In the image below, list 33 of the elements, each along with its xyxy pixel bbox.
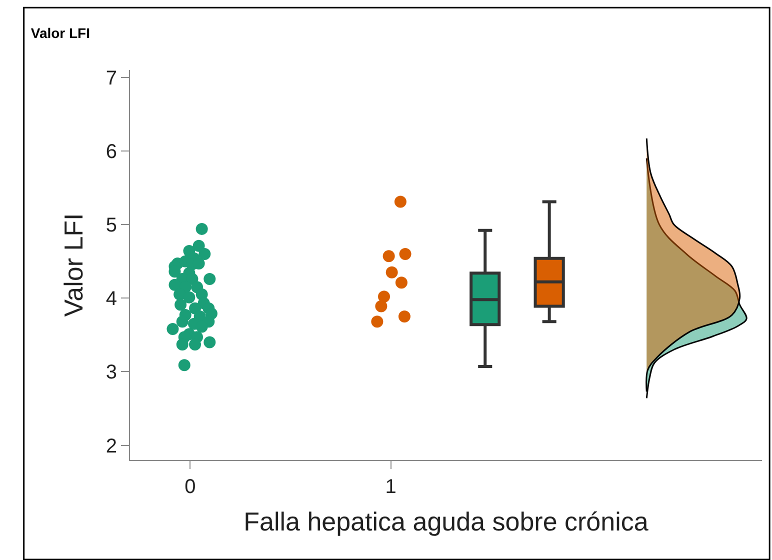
- point: [204, 272, 216, 285]
- point: [399, 248, 412, 260]
- point: [176, 338, 188, 350]
- point: [371, 316, 384, 328]
- point: [178, 359, 190, 372]
- y-tick-label: 6: [106, 140, 117, 163]
- y-axis-title: Valor LFI: [58, 213, 88, 317]
- point: [166, 323, 179, 336]
- point: [196, 222, 208, 235]
- point: [204, 336, 216, 348]
- y-tick-label: 2: [106, 435, 117, 458]
- point: [386, 266, 398, 278]
- point: [183, 291, 196, 304]
- point: [394, 196, 406, 208]
- point: [375, 300, 388, 312]
- point: [196, 320, 208, 333]
- point: [168, 278, 181, 291]
- x-tick-label: 0: [184, 476, 196, 498]
- x-axis-title: Falla hepatica aguda sobre crónica: [244, 506, 649, 537]
- x-tick-label: 1: [385, 476, 396, 498]
- point: [189, 338, 202, 350]
- y-tick-label: 5: [106, 214, 117, 237]
- point: [198, 248, 211, 260]
- y-tick-label: 4: [106, 288, 117, 310]
- point: [395, 276, 408, 289]
- y-tick-label: 3: [106, 362, 117, 384]
- chart-title: Valor LFI: [30, 24, 90, 41]
- point: [176, 316, 188, 328]
- y-tick-label: 7: [106, 67, 117, 90]
- point: [382, 250, 395, 262]
- point: [174, 298, 187, 311]
- point: [398, 310, 410, 323]
- point: [378, 290, 390, 303]
